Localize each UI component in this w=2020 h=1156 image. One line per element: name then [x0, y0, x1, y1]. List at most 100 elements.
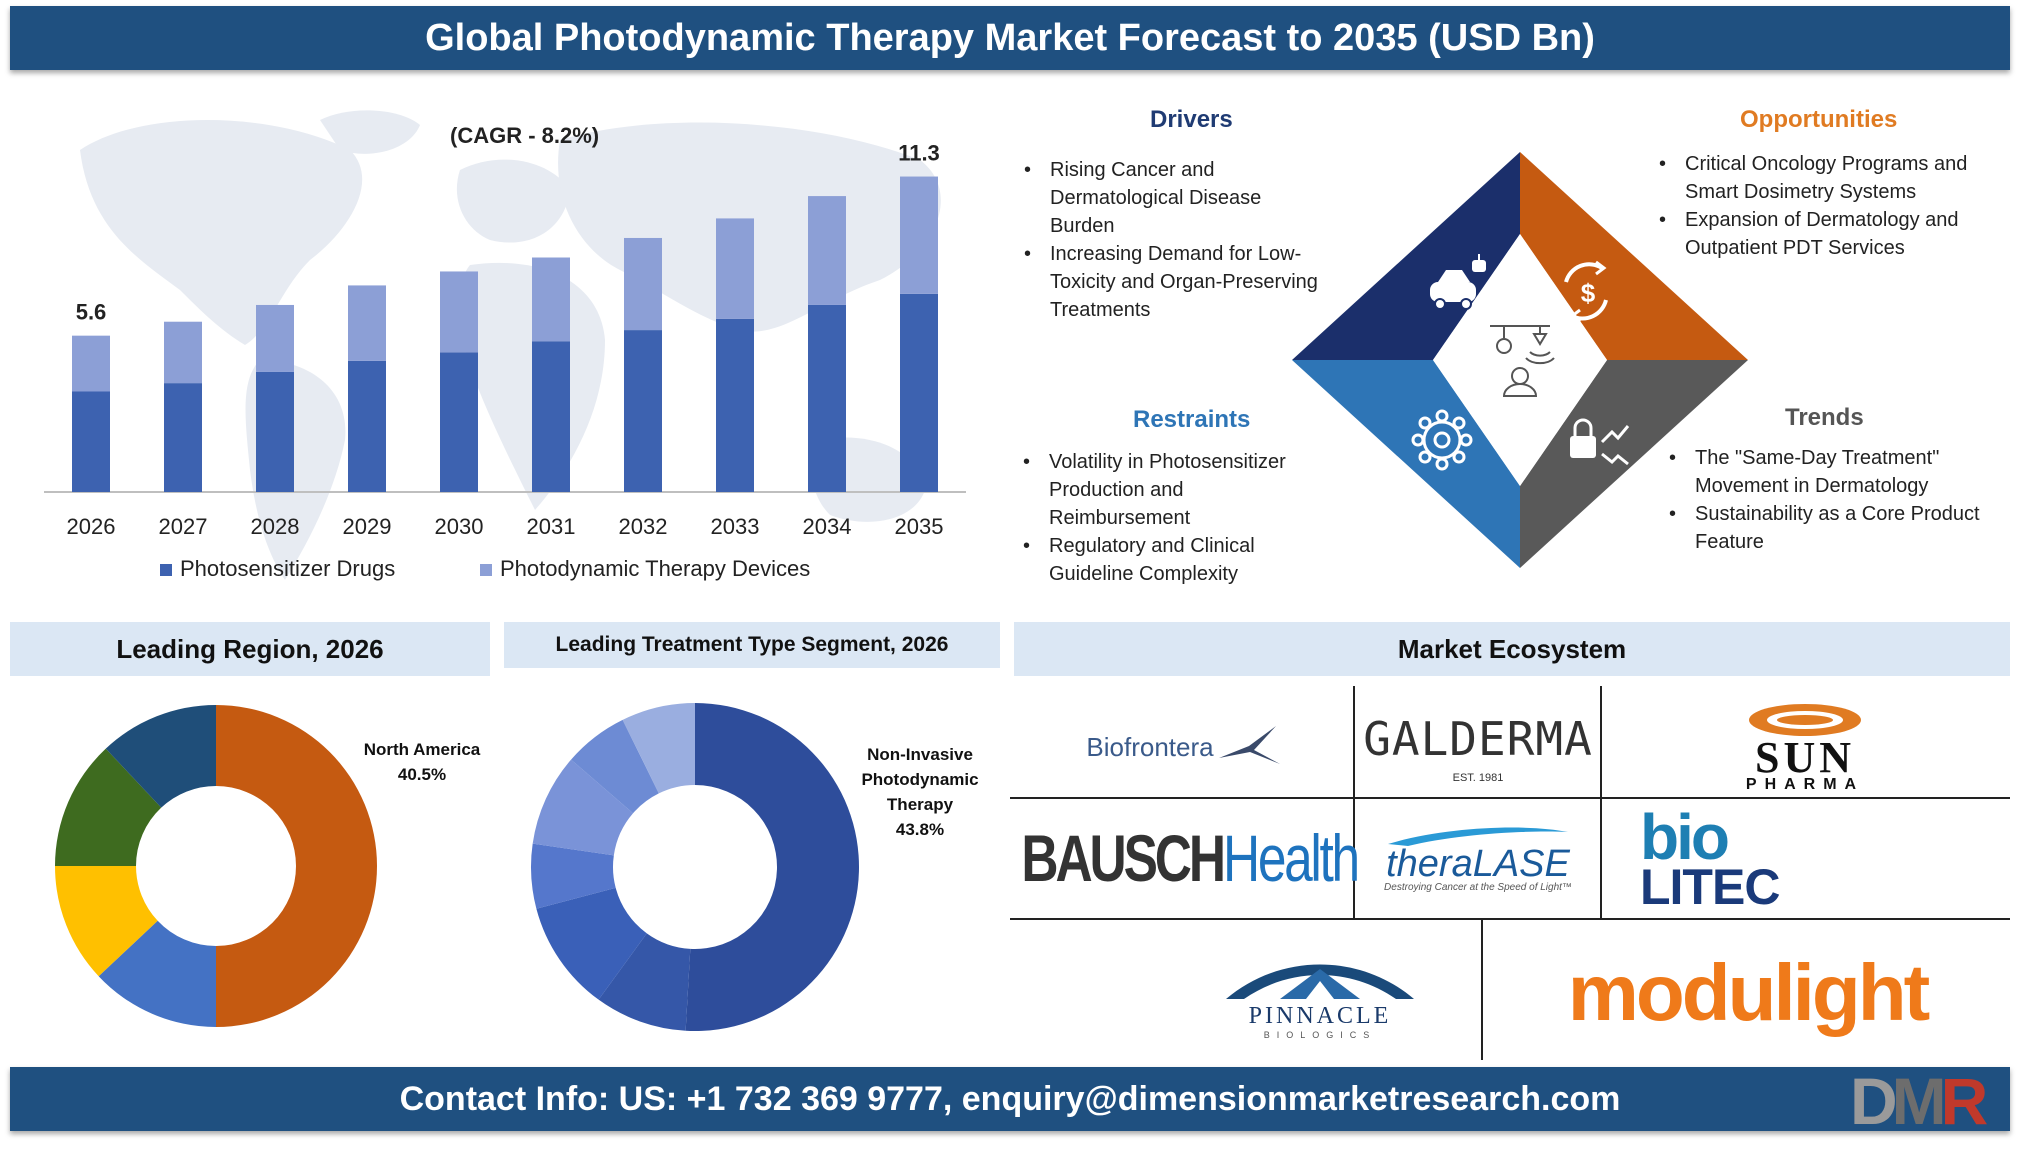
- theralase-name: theraLASE: [1386, 842, 1570, 885]
- lock-exchange-icon: [1570, 418, 1630, 466]
- opportunities-list: Critical Oncology Programs and Smart Dos…: [1655, 150, 2005, 262]
- region-label: North America 40.5%: [362, 737, 482, 787]
- biolitec-bio: bio: [1640, 801, 1730, 873]
- bar-drugs-2031: [532, 341, 570, 492]
- bar-devices-2026: [72, 335, 110, 392]
- treatment-slice-1: [685, 703, 859, 1031]
- region-label-name: North America: [363, 740, 481, 759]
- market-dynamics-diamond: $: [1292, 152, 1748, 568]
- restraints-list: Volatility in Photosensitizer Production…: [1019, 448, 1319, 588]
- x-tick-2026: 2026: [67, 514, 116, 539]
- opportunities-item-1: Critical Oncology Programs and Smart Dos…: [1655, 150, 2005, 206]
- x-tick-2034: 2034: [803, 514, 852, 539]
- trends-item-2: Sustainability as a Core Product Feature: [1665, 500, 2015, 556]
- dmr-logo-m: M: [1891, 1064, 1947, 1138]
- region-label-value: 40.5%: [397, 765, 447, 784]
- bar-devices-2035: [900, 176, 938, 294]
- sun-swirl-icon: [1749, 704, 1861, 736]
- page-title: Global Photodynamic Therapy Market Forec…: [425, 16, 1595, 59]
- dmr-logo: DMR: [1850, 1068, 1988, 1134]
- segment-label-name: Non-Invasive Photodynamic Therapy: [861, 745, 979, 814]
- bar-drugs-2027: [164, 383, 202, 492]
- diamond-restraints-quadrant: [1292, 360, 1520, 568]
- opportunities-item-2: Expansion of Dermatology and Outpatient …: [1655, 206, 2005, 262]
- ecosystem-divider-h1: [1010, 797, 2010, 799]
- biolitec-logo: bio LITEC: [1605, 801, 2005, 915]
- leading-region-header: Leading Region, 2026: [10, 622, 490, 676]
- dmr-logo-r: R: [1940, 1064, 1989, 1138]
- modulight-logo: modulight: [1490, 928, 2005, 1058]
- region-slice-1: [216, 705, 377, 1027]
- market-ecosystem-header: Market Ecosystem: [1014, 622, 2010, 676]
- drivers-list: Rising Cancer and Dermatological Disease…: [1020, 156, 1320, 324]
- region-slice-5: [105, 705, 216, 808]
- money-cycle-icon: $: [1564, 260, 1608, 324]
- ecosystem-divider-v3: [1481, 920, 1483, 1060]
- pinnacle-biologics: BIOLOGICS: [1263, 1029, 1377, 1040]
- galderma-logo: GALDERMA EST. 1981: [1358, 700, 1598, 795]
- opportunities-heading: Opportunities: [1740, 106, 1898, 133]
- cagr-annotation: (CAGR - 8.2%): [450, 123, 599, 148]
- contact-footer: Contact Info: US: +1 732 369 9777, enqui…: [10, 1067, 2010, 1131]
- biolitec-litec: LITEC: [1640, 859, 1780, 915]
- legend-label-1: Photosensitizer Drugs: [180, 556, 395, 581]
- bar-drugs-2028: [256, 371, 294, 492]
- svg-text:$: $: [1581, 278, 1596, 308]
- galderma-est: EST. 1981: [1452, 771, 1504, 784]
- bar-drugs-2035: [900, 293, 938, 492]
- bar-devices-2028: [256, 304, 294, 372]
- drivers-item-1: Rising Cancer and Dermatological Disease…: [1020, 156, 1320, 240]
- galderma-name: GALDERMA: [1363, 711, 1593, 766]
- x-tick-2028: 2028: [251, 514, 300, 539]
- dmr-logo-d: D: [1850, 1064, 1898, 1138]
- diamond-trends-quadrant: [1520, 360, 1748, 568]
- x-tick-2030: 2030: [435, 514, 484, 539]
- sun-name: SUN: [1754, 733, 1856, 782]
- bar-devices-2034: [808, 196, 846, 305]
- region-slice-3: [55, 866, 158, 977]
- treatment-slice-5: [532, 759, 634, 856]
- treatment-slice-7: [622, 703, 695, 794]
- bar-drugs-2033: [716, 318, 754, 492]
- trends-heading: Trends: [1785, 404, 1864, 431]
- bausch-health-logo: BAUSCH Health: [1020, 802, 1360, 914]
- restraints-heading: Restraints: [1133, 406, 1251, 433]
- treatment-slice-3: [536, 887, 647, 1000]
- treatment-type-donut-chart: [531, 703, 859, 1031]
- bar-drugs-2029: [348, 360, 386, 492]
- treatment-slice-4: [531, 843, 616, 909]
- biofrontera-star-icon: [1218, 725, 1280, 764]
- trends-item-1: The "Same-Day Treatment" Movement in Der…: [1665, 444, 2015, 500]
- pinnacle-peak-icon: [1226, 964, 1414, 999]
- treatment-slice-2: [598, 933, 691, 1031]
- title-banner: Global Photodynamic Therapy Market Forec…: [10, 6, 2010, 70]
- theralase-swoosh-icon: [1388, 827, 1568, 846]
- pinnacle-biologics-logo: PINNACLE BIOLOGICS: [1180, 928, 1460, 1058]
- market-forecast-bar-chart: 2026 5.6 2027 2028 2029 2030 2031 2032 2033 2034 2…: [44, 123, 966, 581]
- biofrontera-logo: Biofrontera: [1020, 700, 1350, 795]
- drivers-heading: Drivers: [1150, 106, 1233, 133]
- theralase-tagline: Destroying Cancer at the Speed of Light™: [1384, 881, 1572, 893]
- legend-swatch-1: [160, 564, 172, 576]
- bar-devices-2029: [348, 285, 386, 361]
- diamond-opportunities-quadrant: [1520, 152, 1748, 360]
- bar-devices-2030: [440, 271, 478, 353]
- restraints-item-2: Regulatory and Clinical Guideline Comple…: [1019, 532, 1319, 588]
- car-robot-icon: [1430, 254, 1486, 310]
- bar-devices-2033: [716, 218, 754, 319]
- bar-drugs-2030: [440, 352, 478, 492]
- region-slice-2: [98, 920, 216, 1027]
- ecosystem-divider-v2: [1600, 686, 1602, 918]
- legend-swatch-2: [480, 564, 492, 576]
- sun-pharma-logo: SUN PHARMA: [1605, 698, 2005, 796]
- x-tick-2027: 2027: [159, 514, 208, 539]
- x-tick-2032: 2032: [619, 514, 668, 539]
- drivers-item-2: Increasing Demand for Low-Toxicity and O…: [1020, 240, 1320, 324]
- leading-segment-header: Leading Treatment Type Segment, 2026: [504, 622, 1000, 668]
- therapy-device-icon: [1490, 325, 1555, 397]
- trends-list: The "Same-Day Treatment" Movement in Der…: [1665, 444, 2015, 556]
- health-name: Health: [1222, 821, 1360, 895]
- segment-label-value: 43.8%: [895, 820, 945, 839]
- biofrontera-name: Biofrontera: [1086, 732, 1214, 762]
- contact-info: Contact Info: US: +1 732 369 9777, enqui…: [399, 1079, 1621, 1118]
